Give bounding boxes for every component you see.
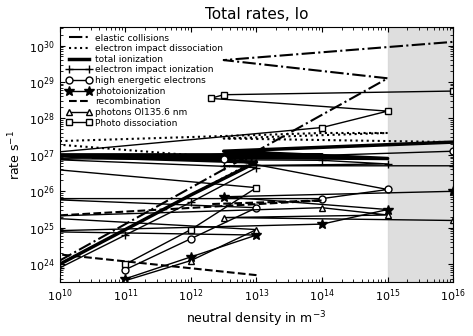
recombination (319, 198, 325, 202)
Photo dissociation (385, 109, 391, 113)
Line: electron impact ionization: electron impact ionization (23, 154, 457, 272)
electron impact ionization (24, 157, 30, 161)
total ionization (385, 157, 391, 161)
high energetic electrons (24, 197, 30, 201)
photoionization (450, 189, 456, 193)
Line: photoionization: photoionization (22, 186, 458, 284)
Photo dissociation (254, 186, 259, 190)
electron impact dissociation (57, 262, 62, 266)
elastic collisions (319, 113, 325, 117)
Line: high energetic electrons: high energetic electrons (24, 148, 457, 273)
photoionization (221, 195, 227, 199)
high energetic electrons (450, 149, 456, 153)
electron impact ionization (188, 200, 194, 204)
electron impact dissociation (188, 193, 194, 197)
Line: Photo dissociation: Photo dissociation (10, 88, 457, 268)
high energetic electrons (319, 197, 325, 201)
elastic collisions (123, 222, 128, 226)
photons OI135.6 nm (319, 206, 325, 210)
total ionization (24, 153, 30, 157)
photoionization (24, 229, 30, 234)
photons OI135.6 nm (385, 213, 391, 217)
total ionization (188, 193, 194, 197)
electron impact dissociation (319, 131, 325, 135)
high energetic electrons (221, 157, 227, 161)
recombination (11, 248, 17, 252)
total ionization (450, 140, 456, 144)
Photo dissociation (208, 96, 213, 100)
elastic collisions (188, 186, 194, 190)
recombination (254, 273, 259, 277)
electron impact dissociation (254, 158, 259, 162)
photoionization (123, 277, 128, 281)
Photo dissociation (450, 89, 456, 93)
electron impact dissociation (450, 140, 456, 144)
electron impact dissociation (24, 140, 30, 144)
photoionization (188, 255, 194, 259)
photoionization (319, 222, 325, 226)
total ionization (57, 262, 62, 266)
Photo dissociation (24, 153, 30, 157)
electron impact ionization (123, 233, 128, 237)
Line: total ionization: total ionization (27, 142, 453, 264)
electron impact ionization (319, 158, 325, 162)
recombination (208, 202, 213, 206)
Line: elastic collisions: elastic collisions (60, 42, 453, 260)
Photo dissociation (221, 93, 227, 97)
Bar (388, 27, 453, 283)
elastic collisions (254, 149, 259, 153)
X-axis label: neutral density in m$^{-3}$: neutral density in m$^{-3}$ (186, 309, 327, 329)
total ionization (254, 160, 259, 164)
Line: electron impact dissociation: electron impact dissociation (27, 133, 453, 264)
high energetic electrons (123, 268, 128, 272)
photons OI135.6 nm (24, 215, 30, 219)
recombination (31, 215, 36, 219)
elastic collisions (385, 76, 391, 80)
elastic collisions (221, 58, 227, 62)
elastic collisions (450, 40, 456, 44)
high energetic electrons (385, 187, 391, 192)
Photo dissociation (11, 164, 17, 168)
photons OI135.6 nm (221, 215, 227, 219)
Photo dissociation (188, 227, 194, 232)
total ionization (319, 153, 325, 157)
Y-axis label: rate s$^{-1}$: rate s$^{-1}$ (7, 130, 24, 180)
photoionization (385, 208, 391, 212)
photons OI135.6 nm (450, 218, 456, 222)
photons OI135.6 nm (188, 258, 194, 262)
Line: photons OI135.6 nm: photons OI135.6 nm (24, 204, 457, 284)
photoionization (254, 233, 259, 237)
electron impact ionization (450, 164, 456, 168)
Legend: elastic collisions, electron impact dissociation, total ionization, electron imp: elastic collisions, electron impact diss… (64, 32, 225, 129)
electron impact ionization (254, 166, 259, 170)
electron impact dissociation (385, 131, 391, 135)
Line: recombination: recombination (14, 200, 322, 275)
photons OI135.6 nm (254, 227, 259, 232)
electron impact ionization (221, 164, 227, 168)
total ionization (221, 149, 227, 153)
high energetic electrons (254, 206, 259, 210)
high energetic electrons (188, 237, 194, 241)
Title: Total rates, Io: Total rates, Io (205, 7, 308, 22)
elastic collisions (57, 258, 62, 262)
total ionization (123, 227, 128, 232)
electron impact ionization (385, 162, 391, 166)
electron impact dissociation (123, 227, 128, 232)
total ionization (90, 155, 96, 159)
Photo dissociation (319, 126, 325, 130)
electron impact dissociation (221, 136, 227, 140)
electron impact ionization (57, 266, 62, 270)
photons OI135.6 nm (123, 279, 128, 283)
Photo dissociation (123, 262, 128, 266)
